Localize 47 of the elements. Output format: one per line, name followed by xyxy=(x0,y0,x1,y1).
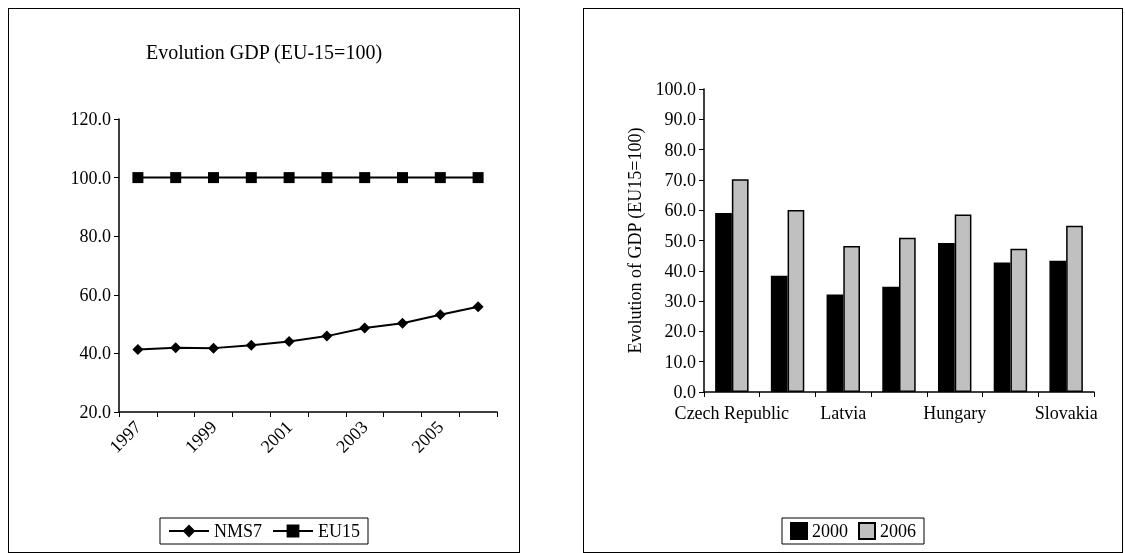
point xyxy=(359,322,371,334)
point xyxy=(245,172,257,184)
point xyxy=(132,172,144,184)
point xyxy=(434,309,446,321)
y-tick-label: 100.0 xyxy=(70,167,111,188)
y-tick-label: 20.0 xyxy=(664,321,696,342)
point xyxy=(359,172,371,184)
legend-label: 2000 xyxy=(812,521,848,541)
y-tick-label: 100.0 xyxy=(655,79,696,99)
point xyxy=(472,172,484,184)
x-tick-label: Hungary xyxy=(923,403,987,423)
point xyxy=(132,344,144,356)
chart-title: Evolution GDP (EU-15=100) xyxy=(145,41,383,64)
point xyxy=(208,172,219,184)
y-tick-label: 40.0 xyxy=(664,260,696,281)
x-tick-label: Slovakia xyxy=(1034,403,1098,423)
point xyxy=(170,172,182,184)
point xyxy=(208,342,219,354)
legend-label: EU15 xyxy=(318,521,361,541)
y-tick-label: 60.0 xyxy=(79,284,111,305)
point xyxy=(434,172,446,184)
y-tick-label: 40.0 xyxy=(79,343,111,364)
y-tick-label: 70.0 xyxy=(664,169,696,190)
legend-label: 2006 xyxy=(880,521,916,541)
point xyxy=(397,172,408,184)
y-tick-label: 80.0 xyxy=(664,139,696,160)
point xyxy=(170,342,182,354)
y-tick-label: 80.0 xyxy=(79,226,111,247)
y-tick-label: 0.0 xyxy=(673,382,696,402)
point xyxy=(283,335,295,347)
y-tick-label: 120.0 xyxy=(70,109,111,129)
y-tick-label: 10.0 xyxy=(664,351,696,372)
point xyxy=(283,172,295,184)
legend-label: NMS7 xyxy=(214,521,263,541)
point xyxy=(321,172,333,184)
point xyxy=(472,301,484,313)
y-tick-label: 50.0 xyxy=(664,230,696,251)
y-tick-label: 30.0 xyxy=(664,291,696,312)
point xyxy=(245,339,257,351)
point xyxy=(397,317,408,329)
point xyxy=(321,330,333,342)
y-tick-label: 20.0 xyxy=(79,402,111,422)
y-tick-label: 60.0 xyxy=(664,200,696,221)
y-axis-title: Evolution of GDP (EU15=100) xyxy=(625,127,646,354)
y-tick-label: 90.0 xyxy=(664,109,696,130)
x-tick-label: Czech Republic xyxy=(674,403,790,423)
x-tick-label: Latvia xyxy=(820,403,867,423)
